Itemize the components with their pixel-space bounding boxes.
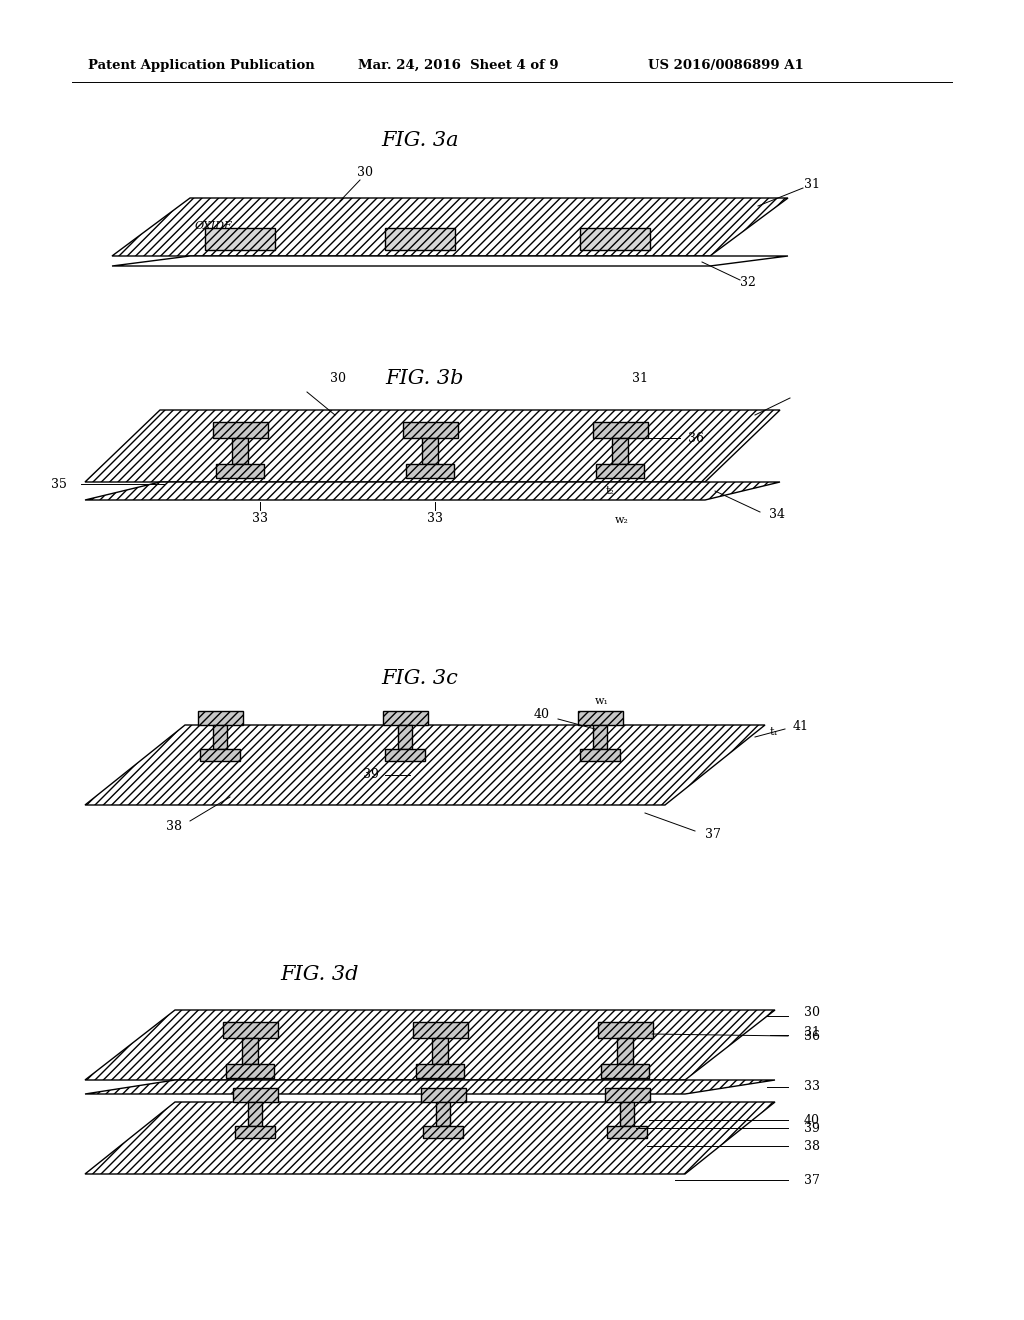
Text: 31: 31 [632, 371, 648, 384]
Polygon shape [85, 482, 780, 500]
Polygon shape [85, 411, 780, 482]
Bar [580, 748, 620, 762]
Bar [385, 228, 455, 249]
Bar [385, 748, 425, 762]
Text: Mar. 24, 2016  Sheet 4 of 9: Mar. 24, 2016 Sheet 4 of 9 [358, 58, 559, 71]
Text: 32: 32 [740, 276, 756, 289]
Text: OXIDE: OXIDE [195, 220, 233, 231]
Text: 30: 30 [330, 371, 346, 384]
Text: w₁: w₁ [595, 696, 609, 706]
Bar [421, 1088, 466, 1102]
Bar [596, 465, 644, 478]
Bar [607, 1126, 647, 1138]
Bar [398, 725, 412, 748]
Bar [402, 422, 458, 438]
Text: 39: 39 [804, 1122, 820, 1134]
Bar [213, 422, 267, 438]
Bar [200, 748, 240, 762]
Bar [612, 438, 628, 465]
Text: 37: 37 [705, 829, 721, 842]
Text: FIG. 3c: FIG. 3c [382, 668, 459, 688]
Text: 33: 33 [427, 511, 443, 524]
Text: Patent Application Publication: Patent Application Publication [88, 58, 314, 71]
Bar [423, 1126, 463, 1138]
Text: FIG. 3a: FIG. 3a [381, 131, 459, 149]
Text: 39: 39 [364, 768, 379, 781]
Text: 30: 30 [804, 1006, 820, 1019]
Bar [242, 1038, 258, 1064]
Bar [601, 1064, 649, 1078]
Bar [597, 1022, 652, 1038]
Bar [213, 725, 227, 748]
Text: 36: 36 [688, 432, 705, 445]
Text: t₂: t₂ [605, 486, 614, 496]
Bar [416, 1064, 464, 1078]
Bar [205, 228, 275, 249]
Bar [222, 1022, 278, 1038]
Text: 37: 37 [804, 1173, 820, 1187]
Text: 36: 36 [804, 1030, 820, 1043]
Text: FIG. 3b: FIG. 3b [386, 368, 464, 388]
Bar [226, 1064, 274, 1078]
Text: 41: 41 [793, 721, 809, 734]
Bar [620, 1102, 634, 1126]
Text: 31: 31 [804, 1026, 820, 1039]
Bar [436, 1102, 450, 1126]
Bar [406, 465, 454, 478]
Bar [216, 465, 264, 478]
Bar [432, 1038, 449, 1064]
Text: 40: 40 [534, 709, 550, 722]
Text: 38: 38 [166, 821, 182, 833]
Text: 40: 40 [804, 1114, 820, 1126]
Bar [232, 438, 248, 465]
Text: 38: 38 [804, 1139, 820, 1152]
Text: 35: 35 [51, 478, 67, 491]
Bar [383, 711, 427, 725]
Text: w₂: w₂ [615, 515, 629, 525]
Bar [248, 1102, 262, 1126]
Bar [234, 1126, 275, 1138]
Text: US 2016/0086899 A1: US 2016/0086899 A1 [648, 58, 804, 71]
Text: 33: 33 [804, 1081, 820, 1093]
Bar [198, 711, 243, 725]
Polygon shape [85, 725, 765, 805]
Text: 30: 30 [357, 165, 373, 178]
Bar [232, 1088, 278, 1102]
Text: 34: 34 [769, 507, 785, 520]
Polygon shape [85, 1010, 775, 1080]
Bar [580, 228, 650, 249]
Polygon shape [112, 198, 788, 256]
Bar [593, 422, 647, 438]
Bar [604, 1088, 649, 1102]
Text: FIG. 3d: FIG. 3d [281, 965, 359, 985]
Bar [578, 711, 623, 725]
Polygon shape [85, 1102, 775, 1173]
Text: 33: 33 [252, 511, 268, 524]
Polygon shape [112, 256, 788, 267]
Polygon shape [85, 1080, 775, 1094]
Text: t₁: t₁ [770, 727, 779, 737]
Bar [413, 1022, 468, 1038]
Bar [593, 725, 607, 748]
Text: 31: 31 [804, 177, 820, 190]
Bar [422, 438, 438, 465]
Bar [617, 1038, 633, 1064]
